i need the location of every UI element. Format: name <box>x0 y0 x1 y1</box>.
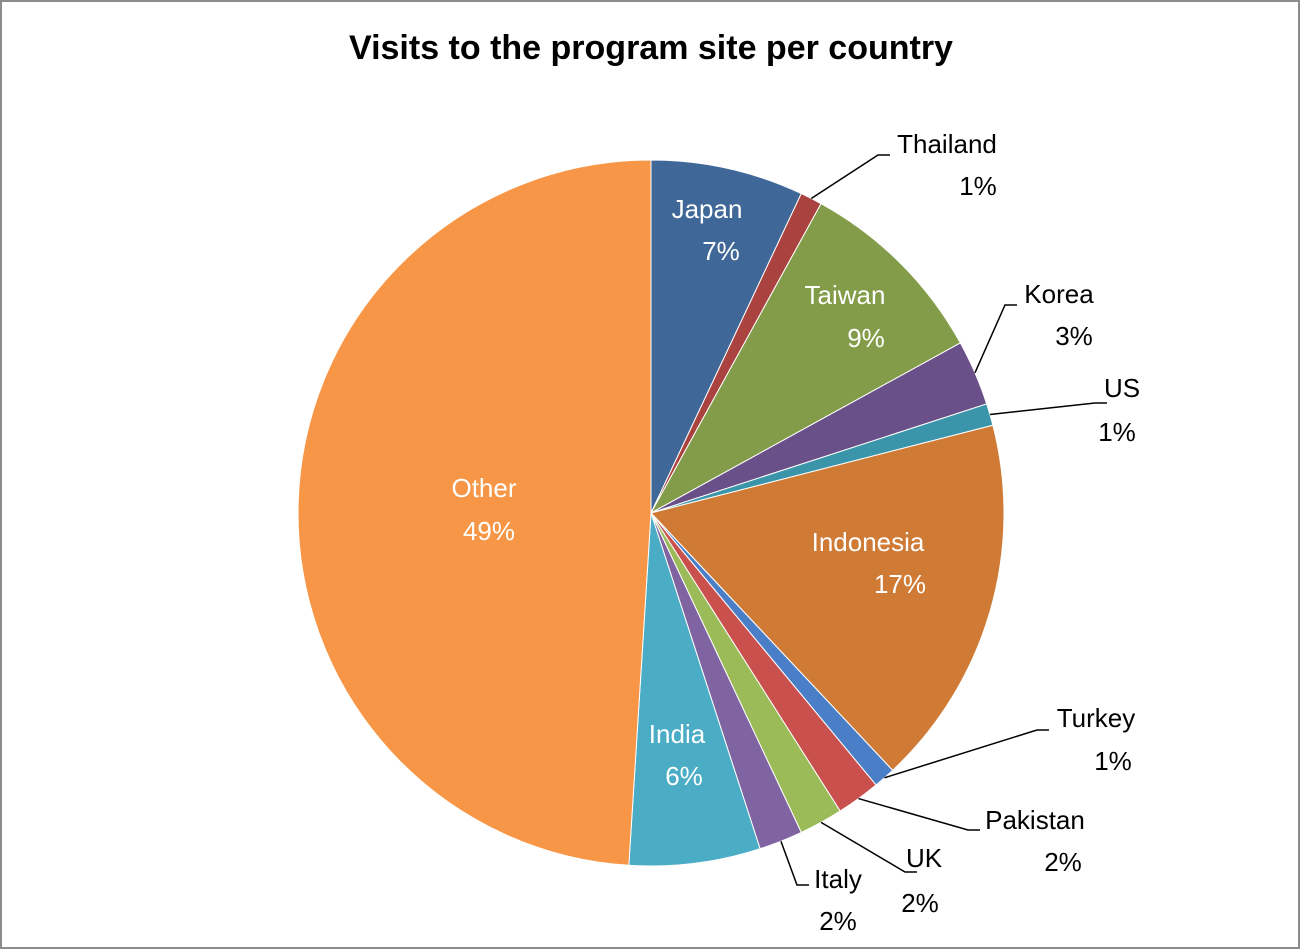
pie-slice <box>297 159 652 866</box>
value-label: 2% <box>1044 847 1082 877</box>
leader-line <box>989 402 1107 416</box>
leader-line <box>974 304 1017 374</box>
slice-label: Korea <box>1024 279 1094 309</box>
leader-line <box>884 729 1049 779</box>
slice-label: Thailand <box>897 129 997 159</box>
pie-slice <box>628 512 761 867</box>
leader-line <box>858 797 980 831</box>
value-label: 9% <box>847 323 885 353</box>
slice-label: Italy <box>814 864 862 894</box>
pie-slice <box>650 159 802 514</box>
value-label: 1% <box>1094 746 1132 776</box>
value-label: 49% <box>463 516 515 546</box>
value-label: 7% <box>702 236 740 266</box>
slice-label: UK <box>906 843 943 873</box>
value-label: 2% <box>819 906 857 936</box>
slice-label: Other <box>451 473 516 503</box>
pie-slice <box>649 202 962 515</box>
value-label: 1% <box>959 171 997 201</box>
value-label: 3% <box>1055 321 1093 351</box>
leader-line <box>810 154 890 200</box>
slice-label: Indonesia <box>812 527 925 557</box>
slice-label: Turkey <box>1057 703 1136 733</box>
slice-label: US <box>1104 373 1140 403</box>
slice-label: Japan <box>672 194 743 224</box>
pie-slice <box>650 424 1005 772</box>
chart-title: Visits to the program site per country <box>349 29 953 67</box>
slice-label: Pakistan <box>985 805 1085 835</box>
leader-line <box>780 840 809 886</box>
value-label: 2% <box>901 888 939 918</box>
value-label: 17% <box>874 569 926 599</box>
value-label: 1% <box>1098 417 1136 447</box>
leader-line <box>820 821 917 873</box>
value-label: 6% <box>665 761 703 791</box>
slice-label: India <box>649 719 706 749</box>
slice-label: Taiwan <box>805 280 886 310</box>
